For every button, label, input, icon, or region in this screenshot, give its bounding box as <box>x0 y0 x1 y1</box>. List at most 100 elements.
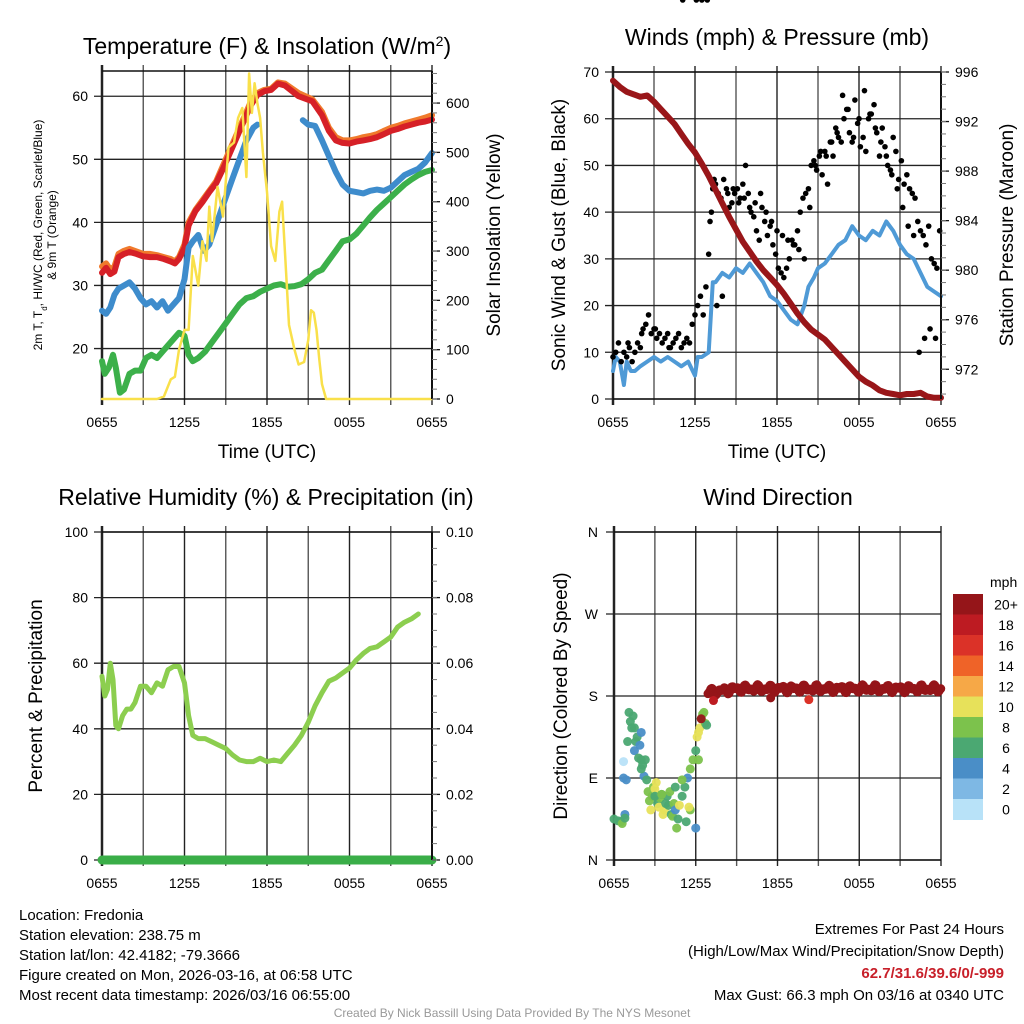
gust-point <box>740 181 746 187</box>
y2-tick-label: 100 <box>446 342 470 358</box>
temperature-series <box>99 72 435 401</box>
wind-direction-point <box>677 775 687 785</box>
wind-direction-point <box>684 802 694 812</box>
gust-point <box>883 153 890 159</box>
humidity-series <box>97 611 437 865</box>
y2-tick-label: 0 <box>446 391 454 407</box>
wind-direction-point <box>642 775 652 785</box>
gust-point <box>931 260 937 267</box>
gust-point <box>917 228 924 234</box>
gust-point <box>822 148 828 155</box>
gust-point <box>887 167 894 173</box>
gust-point <box>921 335 928 342</box>
x-tick-label: 0655 <box>416 875 447 891</box>
gust-point <box>824 181 831 187</box>
gust-point <box>923 242 929 248</box>
x-tick-label: 0655 <box>597 414 628 430</box>
gust-point <box>813 167 820 173</box>
x-tick-label: 0655 <box>416 414 447 430</box>
wind-direction-point <box>674 800 684 810</box>
gust-point <box>882 143 888 150</box>
gust-point <box>693 0 700 3</box>
gust-point <box>731 190 738 197</box>
colorbar-label: 18 <box>998 617 1014 633</box>
gust-point <box>801 256 808 262</box>
y2-tick-label: 400 <box>446 194 470 210</box>
gust-point <box>828 139 835 145</box>
gust-point <box>753 228 760 234</box>
colorbar-swatch <box>953 614 983 636</box>
extremes-title: Extremes For Past 24 Hours <box>814 921 1004 938</box>
gust-point <box>901 181 907 187</box>
gust-point <box>775 265 782 272</box>
y-tick-label: 10 <box>583 344 599 360</box>
extremes-info: Extremes For Past 24 Hours (High/Low/Max… <box>688 919 1004 1007</box>
humidity-axes: 0655 1255 1855 0055 0655 0 20 40 60 80 100 0.00 0.02… <box>65 524 474 891</box>
gust-point <box>811 157 817 164</box>
gust-point <box>734 185 741 192</box>
gust-point <box>783 265 790 272</box>
solar-insolation-line <box>100 72 434 401</box>
gust-point <box>817 148 824 155</box>
gust-point <box>729 200 735 206</box>
gust-point <box>805 185 812 192</box>
gust-point <box>707 218 713 225</box>
wind-direction-point <box>636 764 646 774</box>
y2-tick-label: 0.10 <box>446 524 473 540</box>
gust-point <box>741 195 747 201</box>
y-tick-label: 40 <box>72 721 88 737</box>
gust-point <box>686 340 693 346</box>
colorbar-swatch <box>953 758 983 779</box>
wind-series <box>610 0 944 401</box>
gust-point <box>664 330 671 337</box>
recent-timestamp-text: Most recent data timestamp: 2026/03/16 0… <box>19 987 351 1004</box>
gust-point <box>807 204 813 211</box>
gust-point <box>850 134 857 141</box>
gust-point <box>625 340 631 346</box>
gust-point <box>884 162 891 169</box>
wind-y2label: Station Pressure (Maroon) <box>997 124 1018 347</box>
gust-point <box>925 223 932 229</box>
gust-point <box>910 232 917 239</box>
x-tick-label: 1855 <box>761 414 792 430</box>
gust-point <box>819 171 825 178</box>
wind-direction-series <box>609 680 946 833</box>
station-info: Location: Fredonia Station elevation: 23… <box>19 906 353 1006</box>
gust-point <box>684 335 690 342</box>
y2-tick-label: 0.06 <box>446 655 473 671</box>
gust-point <box>692 312 698 318</box>
gust-point <box>873 129 880 136</box>
gust-point <box>723 185 730 192</box>
gust-point <box>920 232 927 239</box>
gust-point <box>912 195 918 201</box>
wind-direction-point <box>696 714 706 724</box>
gust-point <box>652 326 659 332</box>
colorbar-swatch <box>953 594 983 615</box>
humidity-panel: Relative Humidity (%) & Precipitation (i… <box>26 484 474 891</box>
gust-point <box>863 148 869 155</box>
wind-direction-point <box>691 823 701 833</box>
x-tick-label: 0055 <box>843 414 874 430</box>
gust-point <box>893 148 899 155</box>
y-tick-label: 30 <box>72 277 88 293</box>
gust-point <box>757 190 764 197</box>
y2-tick-label: 980 <box>955 262 979 278</box>
wind-direction-point <box>636 727 646 737</box>
gust-point <box>703 284 709 290</box>
td-line <box>99 167 435 396</box>
gust-point <box>610 354 616 360</box>
wind-direction-title: Wind Direction <box>703 484 853 510</box>
hi-wc-line <box>99 121 261 317</box>
y2-tick-label: 0.02 <box>446 786 473 802</box>
colorbar-label: 0 <box>1002 801 1010 817</box>
gust-point <box>618 358 624 365</box>
x-tick-label: 0655 <box>86 875 117 891</box>
relative-humidity-line <box>99 611 421 765</box>
gust-point <box>675 330 682 337</box>
gust-point <box>705 251 712 257</box>
temperature-title-main: Temperature (F) & Insolation (W/m <box>83 33 436 59</box>
gust-point <box>812 162 819 169</box>
gust-point <box>700 312 706 318</box>
x-tick-label: 1855 <box>251 414 282 430</box>
wind-direction-point <box>936 684 946 694</box>
